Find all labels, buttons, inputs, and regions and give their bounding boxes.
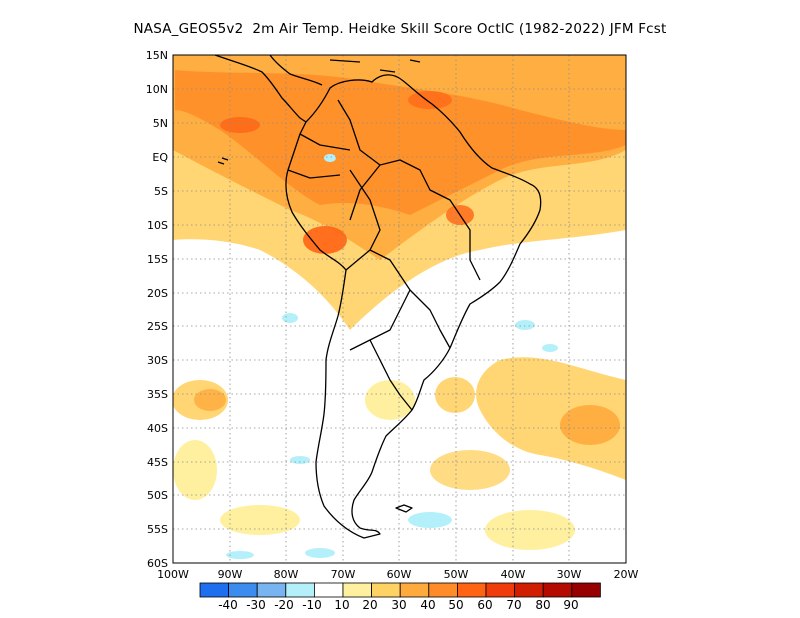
- colorbar-label: 80: [535, 598, 551, 612]
- colorbar-swatch: [285, 582, 315, 598]
- colorbar-label: -40: [218, 598, 238, 612]
- colorbar-swatch: [371, 582, 401, 598]
- lat-label: 15S: [147, 253, 168, 266]
- lon-label: 20W: [614, 568, 639, 581]
- lat-label: EQ: [152, 151, 168, 164]
- colorbar-swatch: [571, 582, 601, 598]
- lat-label: 5N: [153, 117, 168, 130]
- colorbar-label: 40: [420, 598, 436, 612]
- lat-label: 5S: [154, 185, 168, 198]
- falkland-islands: [395, 504, 413, 513]
- central-america-coast-north: [269, 55, 323, 86]
- lon-label: 90W: [218, 568, 243, 581]
- lon-label: 70W: [331, 568, 356, 581]
- colorbar-swatch: [542, 582, 573, 598]
- lat-label: 55S: [147, 523, 168, 536]
- colorbar-label: 30: [391, 598, 407, 612]
- colorbar-swatch: [228, 582, 258, 598]
- longitude-labels: 100W 90W 80W 70W 60W 50W 40W 30W 20W: [157, 568, 638, 581]
- lon-label: 100W: [157, 568, 189, 581]
- colorbar-swatch: [199, 582, 230, 598]
- lat-label: 35S: [147, 388, 168, 401]
- colorbar: [199, 582, 601, 598]
- colorbar-swatch: [514, 582, 544, 598]
- colorbar-swatch: [456, 582, 487, 598]
- galapagos: [217, 157, 229, 165]
- colorbar-label: 90: [563, 598, 579, 612]
- lat-label: 60S: [147, 557, 168, 570]
- colorbar-label: 50: [448, 598, 464, 612]
- field-north-high: [175, 70, 626, 215]
- colorbar-label: 60: [477, 598, 493, 612]
- colorbar-swatch: [342, 582, 373, 598]
- field-south-east: [476, 357, 626, 480]
- colorbar-label: 10: [334, 598, 350, 612]
- map-title: NASA_GEOS5v2 2m Air Temp. Heidke Skill S…: [133, 21, 667, 37]
- colorbar-swatch: [256, 582, 287, 598]
- colorbar-label: -20: [274, 598, 294, 612]
- lat-label: 50S: [147, 489, 168, 502]
- lat-label: 30S: [147, 354, 168, 367]
- south-america-coast: [285, 74, 542, 539]
- lat-label: 20S: [147, 287, 168, 300]
- colorbar-swatch: [313, 582, 344, 598]
- latitude-labels: 15N 10N 5N EQ 5S 10S 15S 20S 25S 30S 35S…: [146, 49, 169, 570]
- colorbar-label: -10: [302, 598, 322, 612]
- lon-label: 30W: [557, 568, 582, 581]
- colorbar-label: 70: [506, 598, 522, 612]
- coastlines: [214, 55, 542, 539]
- colorbar-label: -30: [246, 598, 266, 612]
- lon-label: 60W: [387, 568, 412, 581]
- caribbean-islands: [329, 59, 421, 73]
- lat-label: 45S: [147, 456, 168, 469]
- colorbar-swatch: [399, 582, 430, 598]
- lat-label: 25S: [147, 320, 168, 333]
- colorbar-swatch: [485, 582, 516, 598]
- central-america-coast: [214, 55, 307, 123]
- lon-label: 80W: [274, 568, 299, 581]
- lat-label: 15N: [146, 49, 168, 62]
- country-borders: [287, 99, 481, 411]
- lat-label: 40S: [147, 422, 168, 435]
- colorbar-swatch: [428, 582, 458, 598]
- lon-label: 50W: [444, 568, 469, 581]
- map-frame: [172, 54, 627, 564]
- lon-label: 40W: [501, 568, 526, 581]
- skill-field: [173, 55, 626, 563]
- lat-label: 10S: [147, 219, 168, 232]
- colorbar-label: 20: [362, 598, 378, 612]
- colorbar-labels: -40 -30 -20 -10 10 20 30 40 50 60 70 80 …: [0, 598, 800, 614]
- lat-label: 10N: [146, 83, 168, 96]
- grid-lines: [173, 55, 626, 563]
